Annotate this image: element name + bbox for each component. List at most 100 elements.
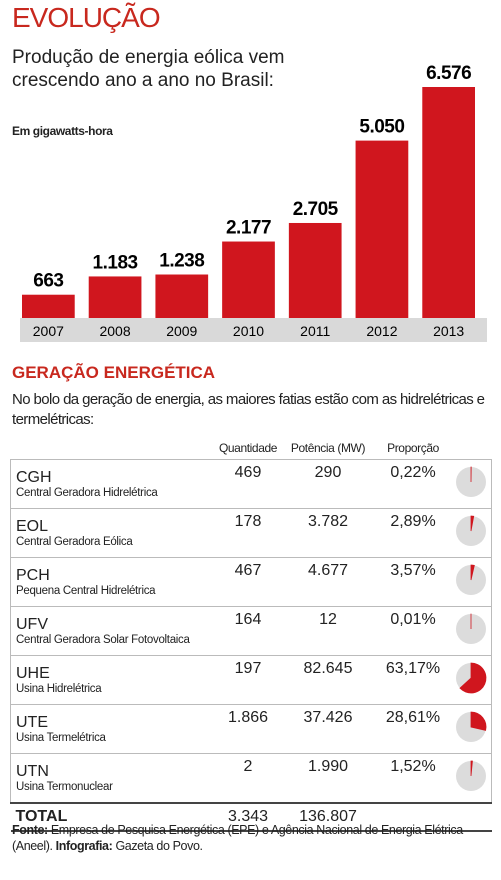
header-row: Quantidade Potência (MW) Proporção <box>11 437 492 460</box>
proportion-cell: 1,52% <box>376 753 450 804</box>
category-strip <box>20 318 487 342</box>
x-tick-label: 2007 <box>33 323 64 339</box>
pie-cell <box>450 557 492 607</box>
bar <box>22 294 75 318</box>
pie <box>455 760 486 791</box>
quantity-cell: 1.866 <box>216 704 280 754</box>
chart-subtitle: Em gigawatts-hora <box>12 124 113 138</box>
table-row: EOL Central Geradora Eólica 178 3.782 2,89% <box>10 508 492 558</box>
power-cell: 4.677 <box>280 557 376 607</box>
pie <box>455 466 486 497</box>
pie-slice <box>458 662 486 693</box>
name-cell: UTN Usina Termonuclear <box>10 753 216 804</box>
row-name: Central Geradora Hidrelétrica <box>16 487 158 499</box>
table-row: UHE Usina Hidrelétrica 197 82.645 63,17% <box>10 655 492 705</box>
total-empty <box>376 802 450 832</box>
value-label: 2.177 <box>226 218 271 239</box>
source-text: Empresa de Pesquisa Energética (EPE) e A… <box>12 823 463 853</box>
name-cell: UTE Usina Termelétrica <box>10 704 216 754</box>
row-name: Usina Termonuclear <box>16 781 113 793</box>
pie <box>455 515 486 546</box>
value-label: 1.238 <box>159 251 204 272</box>
table-row: UFV Central Geradora Solar Fotovoltaica 16… <box>10 606 492 656</box>
proportion-cell: 28,61% <box>376 704 450 754</box>
row-code: PCH <box>16 567 50 584</box>
name-cell: PCH Pequena Central Hidrelétrica <box>10 557 216 607</box>
value-label: 5.050 <box>359 117 404 138</box>
bar <box>355 140 409 318</box>
footer: Fonte: Empresa de Pesquisa Energética (E… <box>12 822 497 854</box>
quantity-cell: 469 <box>216 459 280 509</box>
bar <box>88 276 142 318</box>
chart: 663 2007 1.183 2008 1.238 2009 2.177 2010 2.705 2… <box>20 63 487 342</box>
header-cell <box>450 437 492 460</box>
x-tick-label: 2008 <box>99 323 130 339</box>
power-cell: 82.645 <box>280 655 376 705</box>
pie-cell <box>450 508 492 558</box>
header-cell: Proporção <box>387 441 439 455</box>
section-description: No bolo da geração de energia, as maiore… <box>12 391 485 428</box>
bar <box>422 87 475 318</box>
x-tick-label: 2010 <box>233 323 264 339</box>
power-cell: 37.426 <box>280 704 376 754</box>
pie-slice <box>470 564 475 580</box>
pie <box>455 711 486 742</box>
pie <box>455 662 486 693</box>
row-code: UTE <box>16 714 48 731</box>
pie-cell <box>450 753 492 804</box>
section-title: GERAÇÃO ENERGÉTICA <box>12 363 216 382</box>
header-cell <box>11 437 217 460</box>
proportion-cell: 0,22% <box>376 459 450 509</box>
row-code: EOL <box>16 518 49 535</box>
power-cell: 3.782 <box>280 508 376 558</box>
table-row: CGH Central Geradora Hidrelétrica 469 290 0,… <box>10 459 492 509</box>
bar <box>155 274 209 318</box>
value-label: 1.183 <box>93 252 138 273</box>
total-empty <box>450 802 492 832</box>
pie <box>455 564 486 595</box>
value-label: 6.576 <box>426 63 471 84</box>
header-title: EVOLUÇÃO <box>12 2 161 33</box>
pie <box>455 613 486 644</box>
power-cell: 1.990 <box>280 753 376 804</box>
power-cell: 12 <box>280 606 376 656</box>
row-code: UHE <box>16 665 50 682</box>
row-name: Usina Termelétrica <box>16 732 106 744</box>
pie-cell <box>450 459 492 509</box>
pie-slice <box>470 515 474 531</box>
row-code: UFV <box>16 616 48 633</box>
proportion-cell: 63,17% <box>376 655 450 705</box>
proportion-cell: 0,01% <box>376 606 450 656</box>
quantity-cell: 2 <box>216 753 280 804</box>
table-row: UTE Usina Termelétrica 1.866 37.426 28,61% <box>10 704 492 754</box>
row-name: Central Geradora Solar Fotovoltaica <box>16 634 190 646</box>
pie-cell <box>450 606 492 656</box>
table: Quantidade Potência (MW) Proporção CGH Centr… <box>10 437 492 832</box>
proportion-cell: 2,89% <box>376 508 450 558</box>
total-row: TOTAL 3.343 136.807 <box>10 802 492 832</box>
chart-title: Produção de energia eólica vem crescendo… <box>12 47 285 91</box>
header-cell: Potência (MW) <box>290 441 366 455</box>
total-label: TOTAL <box>10 802 216 832</box>
bar <box>222 241 275 318</box>
row-name: Usina Hidrelétrica <box>16 683 102 695</box>
proportion-cell: 3,57% <box>376 557 450 607</box>
x-tick-label: 2011 <box>300 323 330 339</box>
power-cell: 290 <box>280 459 376 509</box>
row-code: UTN <box>16 763 49 780</box>
x-tick-label: 2009 <box>166 323 197 339</box>
table-row: UTN Usina Termonuclear 2 1.990 1,52% <box>10 753 492 804</box>
name-cell: UFV Central Geradora Solar Fotovoltaica <box>10 606 216 656</box>
row-name: Pequena Central Hidrelétrica <box>16 585 156 597</box>
quantity-cell: 164 <box>216 606 280 656</box>
value-label: 2.705 <box>293 199 339 220</box>
credit-label: Infografia: <box>55 839 113 853</box>
name-cell: EOL Central Geradora Eólica <box>10 508 216 558</box>
credit-text: Gazeta do Povo. <box>115 839 203 853</box>
table-row: PCH Pequena Central Hidrelétrica 467 4.677 3… <box>10 557 492 607</box>
table-body: Quantidade Potência (MW) Proporção CGH Centr… <box>10 437 492 832</box>
quantity-cell: 178 <box>216 508 280 558</box>
name-cell: CGH Central Geradora Hidrelétrica <box>10 459 216 509</box>
total-quantity: 3.343 <box>216 802 280 832</box>
